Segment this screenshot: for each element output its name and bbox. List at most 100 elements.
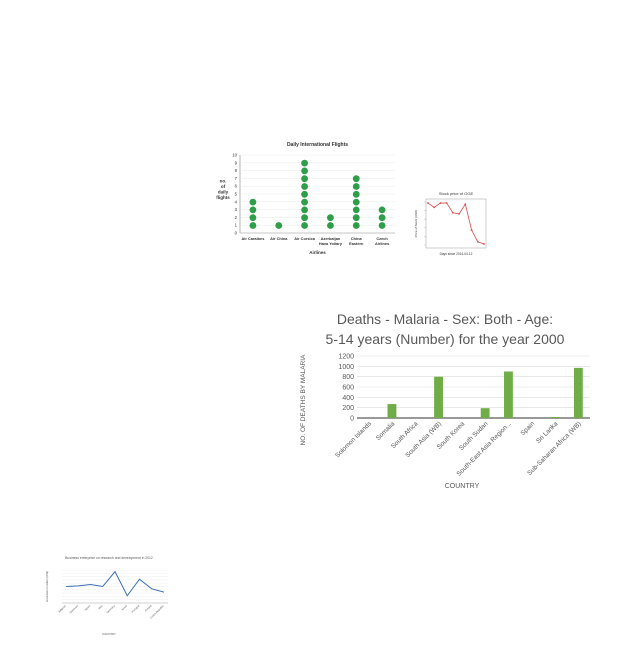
flight-dot: [301, 206, 308, 214]
x-tick-label: China Eastern: [349, 236, 364, 246]
y-tick-label: 9: [235, 160, 238, 165]
x-axis-label: COUNTRY: [102, 632, 116, 636]
x-axis-label: Airlines: [309, 250, 326, 255]
x-tick-label: Germany: [105, 603, 116, 614]
malaria-chart-panel: Deaths - Malaria - Sex: Both - Age: 5-14 …: [295, 302, 600, 497]
flight-dot: [352, 183, 360, 190]
flight-dot: [301, 175, 308, 183]
x-tick-label: Air China: [270, 236, 288, 241]
stock-line: [427, 202, 485, 245]
flight-dot: [352, 175, 360, 183]
x-tick-label: Czech Airlines: [375, 236, 389, 246]
x-tick-label: Air Caraibes: [241, 236, 264, 241]
bar: [573, 367, 583, 418]
y-tick-label: 200: [342, 405, 354, 412]
flight-dot: [378, 222, 386, 229]
flight-dot: [301, 167, 308, 175]
stock-point: [483, 243, 485, 245]
y-tick-label: 5: [235, 192, 238, 197]
malaria-chart: Deaths - Malaria - Sex: Both - Age: 5-14 …: [300, 311, 590, 490]
y-tick-label: 4: [235, 199, 238, 204]
stock-chart-panel: Stock price of OGE Days since 2014-04-12 P…: [412, 188, 492, 260]
x-tick-label: Poland: [144, 603, 153, 612]
stock-point: [427, 202, 429, 204]
bar: [504, 371, 513, 418]
stock-chart: Stock price of OGE Days since 2014-04-12 P…: [414, 191, 487, 256]
x-tick-label: Israel: [121, 604, 129, 612]
x-axis-label: Days since 2014-04-12: [440, 252, 473, 256]
chart-title: Deaths - Malaria - Sex: Both - Age: 5-14 …: [326, 311, 565, 347]
y-tick-label: 10: [232, 153, 237, 158]
y-tick-label: 400: [342, 395, 354, 402]
rd-line: [65, 570, 165, 597]
flight-dot: [275, 222, 283, 229]
plot-frame: [425, 198, 487, 249]
rd-chart-panel: Business enterprise on research and deve…: [40, 550, 180, 640]
x-tick-label: Italy: [97, 603, 104, 610]
flight-dot: [249, 214, 257, 222]
y-axis-label: NO. OF DEATHS BY MALARIA: [300, 354, 307, 445]
stock-point: [445, 202, 448, 204]
stock-point: [464, 203, 467, 206]
y-tick-label: 2: [235, 215, 238, 220]
bar: [480, 408, 490, 418]
stock-point: [433, 206, 436, 209]
x-axis-label: COUNTRY: [445, 483, 480, 490]
y-axis-label: no. of daily flights: [216, 178, 230, 200]
chart-title: Business enterprise on research and deve…: [65, 556, 153, 560]
y-tick-label: 0: [235, 231, 238, 236]
x-tick-label: Denmark: [69, 603, 80, 614]
flight-dot: [301, 214, 308, 222]
y-tick-label: 600: [342, 385, 354, 392]
flight-dot: [327, 222, 334, 229]
flight-dot: [249, 206, 257, 214]
y-tick-label: 3: [235, 207, 238, 212]
y-tick-label: 1: [235, 223, 238, 228]
flight-dot: [301, 198, 308, 206]
chart-title: Stock price of OGE: [439, 191, 474, 196]
flight-dot: [352, 222, 360, 229]
flight-dot: [352, 214, 360, 222]
x-tick-label: Air Corsica: [294, 236, 316, 241]
flight-dot: [249, 198, 257, 206]
flight-dot: [352, 198, 360, 206]
flights-chart: Daily International Flights 0 1 2 3 4 5 6 7 8 9 10 n…: [216, 142, 395, 255]
x-tick-label: Belgium: [57, 604, 66, 613]
bar: [387, 404, 397, 418]
x-tick-label: Somalia: [375, 420, 397, 442]
y-axis-label: Price of Stock (USD): [414, 210, 418, 238]
flights-chart-panel: Daily International Flights 0 1 2 3 4 5 6 7 8 9 10 n…: [210, 135, 410, 265]
stock-point: [458, 212, 461, 215]
y-tick-label: 0: [350, 416, 354, 423]
x-tick-label: Spain: [84, 603, 92, 611]
flight-dot: [378, 206, 386, 214]
flight-dot: [301, 190, 308, 198]
flight-dot: [352, 190, 360, 198]
x-tick-label: Spain: [519, 420, 536, 437]
y-tick-label: 800: [342, 374, 354, 381]
flight-dot: [301, 222, 308, 229]
flight-dot: [327, 214, 334, 222]
flight-dot: [301, 183, 308, 190]
x-tick-label: Portugal: [131, 604, 141, 614]
bar: [550, 416, 560, 418]
y-axis-label: Investment in million (US$): [45, 571, 49, 602]
flight-dot: [301, 159, 308, 167]
rd-chart: Business enterprise on research and deve…: [45, 556, 168, 636]
y-tick-label: 1200: [338, 354, 354, 361]
flight-dot: [352, 206, 360, 214]
flight-dot: [249, 222, 257, 229]
y-tick-label: 6: [235, 184, 238, 189]
stock-point: [476, 240, 479, 243]
chart-title: Daily International Flights: [287, 142, 348, 148]
y-tick-label: 8: [235, 168, 238, 173]
y-tick-label: 7: [235, 176, 238, 181]
flight-dot: [378, 214, 386, 222]
bar: [434, 376, 443, 418]
stock-point: [451, 211, 454, 214]
stock-point: [470, 229, 473, 231]
x-tick-label: Solomon Islands: [334, 420, 373, 459]
stock-point: [439, 202, 442, 204]
y-tick-label: 1000: [338, 364, 354, 371]
x-tick-label: Azerbaijan Hava Yollary: [319, 236, 343, 246]
